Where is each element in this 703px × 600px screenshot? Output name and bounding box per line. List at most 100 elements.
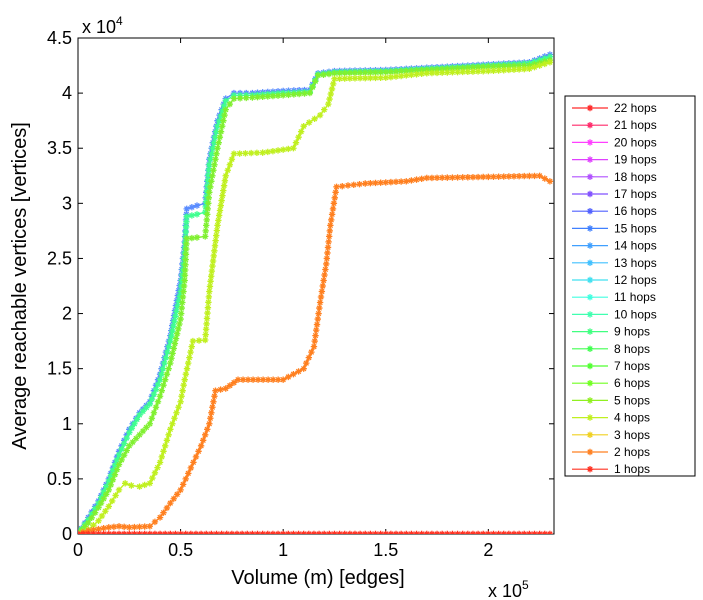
data-point: [222, 106, 229, 113]
data-point: [187, 348, 194, 356]
legend-label: 15 hops: [614, 221, 657, 235]
data-point: [129, 438, 136, 446]
data-point: [531, 64, 538, 71]
data-point: [208, 178, 215, 185]
data-point: [199, 437, 207, 444]
data-point: [330, 200, 338, 207]
data-point: [208, 409, 215, 416]
legend-marker: [586, 345, 594, 352]
data-point: [115, 451, 123, 458]
data-point: [186, 354, 193, 361]
data-point: [105, 477, 112, 485]
data-point: [295, 368, 302, 375]
data-point: [387, 68, 395, 76]
data-point: [469, 173, 477, 181]
data-point: [249, 376, 257, 383]
y-tick-label: 3: [62, 193, 72, 213]
data-point: [161, 442, 169, 450]
data-point: [243, 94, 250, 102]
legend-label: 22 hops: [614, 101, 657, 115]
data-point: [176, 320, 183, 328]
data-point: [183, 235, 190, 242]
data-point: [177, 486, 184, 494]
data-point: [205, 299, 212, 306]
data-point: [182, 256, 189, 263]
data-point: [356, 75, 364, 82]
data-point: [206, 283, 214, 290]
data-point: [226, 100, 234, 108]
data-point: [203, 216, 210, 224]
data-point: [254, 376, 262, 383]
data-point: [362, 180, 369, 187]
legend-entry: 21 hops: [572, 118, 657, 132]
data-point: [207, 183, 214, 190]
data-point: [546, 53, 554, 60]
data-point: [95, 517, 102, 524]
data-point: [211, 393, 218, 400]
data-point: [105, 486, 112, 494]
data-point: [151, 469, 159, 477]
data-point: [100, 495, 107, 502]
series-line: [78, 59, 551, 534]
data-point: [211, 247, 218, 255]
data-point: [183, 218, 190, 225]
data-point: [98, 512, 106, 520]
data-point: [141, 481, 148, 489]
data-point: [546, 59, 554, 66]
x-tick-label: 1: [278, 540, 288, 560]
data-point: [321, 271, 328, 279]
data-point: [279, 92, 287, 99]
data-point: [171, 318, 178, 325]
data-point: [152, 404, 160, 411]
data-point: [146, 400, 154, 408]
legend-marker: [586, 225, 594, 232]
data-point: [290, 91, 298, 98]
legend-marker: [586, 414, 594, 421]
data-point: [208, 150, 215, 157]
data-point: [403, 72, 410, 79]
legend-entry: 17 hops: [572, 187, 657, 201]
data-point: [202, 233, 209, 240]
data-point: [179, 387, 186, 394]
data-point: [175, 325, 182, 333]
data-point: [211, 242, 219, 249]
data-point: [85, 516, 92, 523]
data-point: [115, 448, 123, 455]
series-5-hops: [78, 56, 554, 534]
data-point: [438, 65, 446, 73]
data-point: [204, 426, 211, 433]
data-point: [131, 420, 138, 427]
legend-entry: 6 hops: [572, 376, 650, 390]
data-point: [206, 420, 213, 427]
legend-marker: [586, 397, 594, 404]
data-point: [182, 251, 190, 258]
data-point: [377, 179, 384, 186]
data-point: [212, 237, 219, 244]
data-point: [181, 376, 188, 383]
data-point: [161, 376, 169, 383]
data-point: [510, 62, 518, 70]
legend-marker: [586, 380, 594, 387]
data-point: [387, 73, 395, 81]
data-point: [102, 508, 109, 515]
data-point: [91, 505, 99, 512]
data-point: [173, 330, 181, 337]
data-point: [182, 228, 190, 236]
data-point: [392, 73, 400, 80]
data-point: [377, 74, 384, 81]
data-point: [433, 174, 441, 181]
data-point: [95, 504, 102, 511]
data-point: [131, 523, 138, 531]
data-point: [213, 128, 220, 135]
y-multiplier: x 104: [82, 14, 123, 37]
data-point: [244, 376, 252, 383]
data-point: [205, 194, 212, 202]
legend-marker: [586, 190, 594, 198]
data-point: [236, 150, 243, 157]
data-point: [230, 95, 238, 102]
data-point: [495, 173, 502, 180]
data-point: [495, 63, 502, 70]
data-point: [323, 255, 331, 262]
data-point: [341, 75, 348, 82]
legend-entry: 4 hops: [572, 411, 650, 425]
